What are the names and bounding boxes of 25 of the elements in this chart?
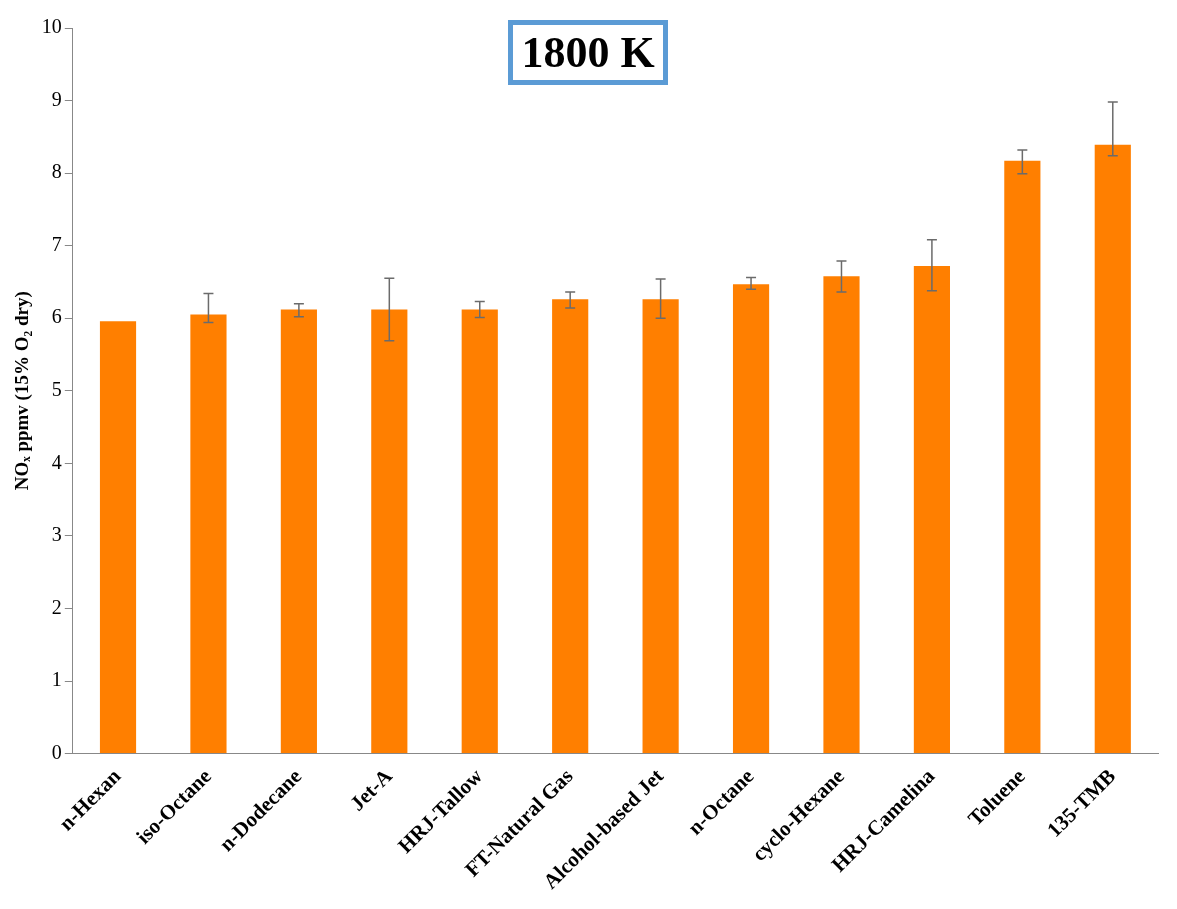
y-tick-label: 5 [51,378,62,401]
bar [190,314,227,754]
y-tick-label: 9 [51,87,62,110]
y-tick-label: 2 [51,595,62,618]
y-tick-label: 8 [51,160,62,183]
bar [823,276,860,754]
bar [461,309,498,754]
y-tick-label: 0 [51,740,62,763]
chart-title: 1800 K [508,20,668,85]
y-tick-label: 1 [51,668,62,691]
y-tick-label: 6 [51,305,62,328]
bar [1004,160,1041,754]
bar [99,321,137,754]
bar [642,299,679,754]
y-tick-label: 3 [51,523,62,546]
y-axis-title: NOₓ ppmv (15% O₂ dry) [11,291,34,491]
y-tick-label: 10 [41,15,62,38]
bar [371,309,408,754]
bar [913,265,950,754]
bar [280,309,317,754]
y-tick-label: 7 [51,232,62,255]
bar [1094,144,1131,754]
bar [552,299,589,754]
bar [732,284,770,754]
y-tick-label: 4 [51,450,62,473]
